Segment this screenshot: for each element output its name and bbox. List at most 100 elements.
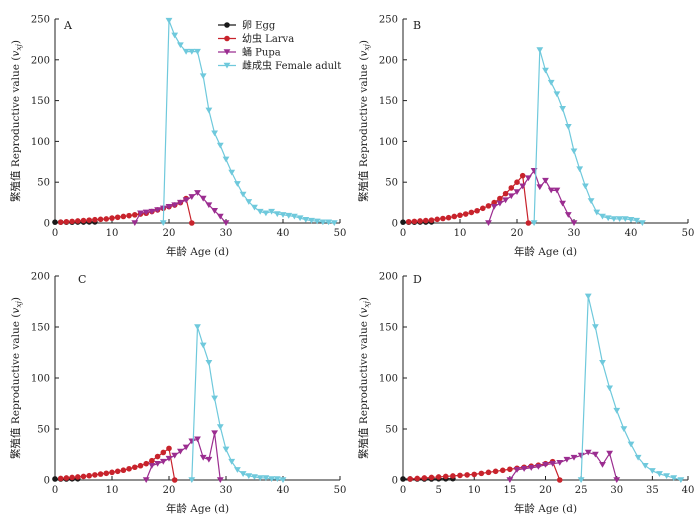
y-axis-label: 繁殖值 Reproductive value (vxj)	[9, 40, 23, 202]
data-point-pupa	[159, 458, 167, 465]
y-tick-label: 0	[44, 219, 50, 230]
data-point-larva	[450, 473, 456, 479]
data-point-larva	[103, 216, 110, 222]
data-point-adult	[279, 212, 287, 218]
data-point-pupa	[519, 183, 527, 190]
data-point-adult	[639, 220, 646, 227]
x-tick-label: 50	[682, 228, 695, 239]
data-point-adult	[319, 219, 327, 226]
data-point-pupa	[536, 184, 544, 191]
data-point-egg	[52, 476, 58, 482]
x-tick-label: 10	[454, 228, 467, 239]
data-point-larva	[474, 207, 480, 214]
series-line-pupa	[134, 192, 227, 224]
data-point-pupa	[549, 460, 557, 467]
data-point-adult	[222, 156, 230, 163]
x-tick-label: 30	[610, 485, 623, 496]
series-adult	[530, 47, 646, 227]
data-point-pupa	[606, 450, 614, 457]
data-point-pupa	[216, 213, 224, 220]
series-adult	[188, 324, 287, 484]
data-point-adult	[577, 477, 585, 484]
data-point-adult	[234, 181, 241, 187]
data-point-adult	[177, 42, 184, 49]
data-point-larva	[57, 219, 64, 225]
data-point-adult	[251, 474, 258, 480]
data-point-adult	[593, 209, 601, 216]
data-point-larva	[80, 217, 87, 224]
data-point-larva	[189, 220, 195, 226]
data-point-adult	[245, 473, 253, 479]
data-point-pupa	[513, 189, 521, 196]
series-line-larva	[60, 197, 193, 224]
x-tick-label: 5	[435, 485, 441, 496]
y-tick-label: 100	[379, 137, 398, 148]
data-point-larva	[442, 473, 449, 480]
data-point-adult	[279, 477, 287, 484]
data-point-pupa	[542, 461, 549, 468]
data-point-larva	[166, 445, 172, 452]
x-tick-label: 40	[277, 228, 290, 239]
data-point-adult	[205, 107, 213, 114]
x-tick-label: 0	[400, 485, 406, 496]
data-point-pupa	[154, 460, 161, 467]
data-point-pupa	[199, 454, 207, 461]
series-line-larva	[408, 174, 529, 224]
data-point-larva	[97, 471, 104, 477]
data-point-larva	[464, 472, 470, 478]
x-tick-label: 50	[334, 485, 347, 496]
data-point-adult	[621, 216, 629, 222]
series-adult	[159, 17, 338, 227]
data-point-larva	[462, 211, 469, 217]
y-tick-label: 0	[392, 476, 398, 487]
data-point-larva	[451, 213, 458, 220]
data-point-larva	[143, 460, 149, 467]
data-point-pupa	[165, 455, 173, 462]
data-point-pupa	[142, 209, 150, 216]
data-point-adult	[634, 454, 642, 461]
data-point-adult	[182, 48, 190, 55]
panel-label: C	[78, 273, 86, 286]
data-point-adult	[613, 407, 621, 414]
data-point-pupa	[131, 220, 139, 227]
data-point-adult	[245, 199, 253, 205]
data-point-larva	[154, 453, 161, 460]
data-point-adult	[273, 476, 281, 483]
data-point-pupa	[222, 220, 230, 227]
data-point-adult	[641, 463, 649, 469]
data-point-adult	[239, 191, 247, 198]
y-tick-label: 50	[385, 178, 398, 189]
data-point-larva	[428, 217, 435, 223]
data-point-adult	[610, 216, 618, 222]
data-point-larva	[149, 457, 155, 464]
data-point-adult	[194, 324, 201, 331]
x-tick-label: 35	[646, 485, 659, 496]
data-point-pupa	[171, 452, 179, 459]
x-tick-label: 30	[568, 228, 581, 239]
data-point-larva	[556, 477, 563, 483]
data-point-larva	[103, 470, 110, 477]
data-point-adult	[302, 217, 310, 223]
x-tick-label: 10	[106, 485, 119, 496]
data-point-pupa	[559, 200, 566, 207]
data-point-adult	[268, 476, 275, 483]
data-point-pupa	[556, 459, 564, 466]
data-point-larva	[457, 212, 463, 219]
data-point-larva	[508, 185, 515, 191]
data-point-larva	[411, 218, 418, 225]
data-point-larva	[63, 218, 70, 225]
data-point-pupa	[507, 193, 515, 200]
data-point-pupa	[570, 220, 578, 227]
data-point-adult	[530, 220, 538, 227]
series-line-adult	[533, 49, 643, 224]
data-point-adult	[291, 213, 298, 220]
y-tick-label: 0	[44, 476, 50, 487]
data-point-pupa	[570, 454, 578, 461]
data-point-larva	[75, 218, 81, 224]
data-point-adult	[599, 359, 606, 366]
data-point-adult	[268, 208, 275, 215]
data-point-larva	[502, 190, 509, 197]
y-tick-label: 250	[379, 15, 398, 26]
data-point-larva	[137, 462, 144, 469]
data-point-adult	[251, 204, 258, 211]
